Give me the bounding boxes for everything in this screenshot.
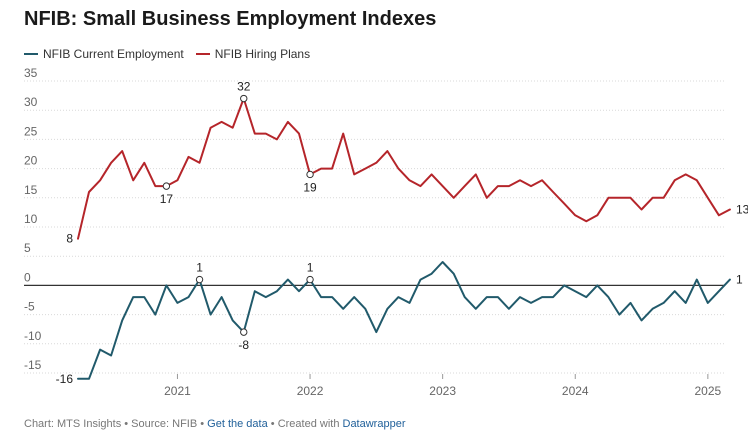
footer-separator: • [121,418,132,430]
datawrapper-link[interactable]: Datawrapper [342,418,406,430]
legend-item-current-employment: NFIB Current Employment [24,47,184,61]
data-label: 32 [237,80,251,94]
annotation-marker [306,275,314,284]
y-tick-label: -15 [24,358,42,372]
data-label: 17 [160,192,174,206]
annotation-marker [195,275,204,284]
data-label: 19 [303,180,317,194]
footer-separator: • [267,418,278,430]
x-tick-label: 2022 [297,384,324,398]
footer-separator: • [197,418,208,430]
footer-created-with: Created with [277,418,343,430]
legend-swatch-hiring-plans [195,53,210,55]
y-tick-label: -5 [24,300,35,314]
legend-label-hiring-plans: NFIB Hiring Plans [214,47,311,61]
data-label: -16 [56,372,74,386]
x-tick-label: 2023 [429,384,456,398]
x-tick-label: 2025 [694,384,721,398]
x-tick-label: 2021 [164,384,191,398]
legend-swatch-current-employment [24,53,38,55]
series-line-hiring [77,97,731,240]
data-label: 13 [736,202,748,216]
series-line-current [77,261,731,380]
footer-credit: Chart: MTS Insights [24,418,122,430]
data-label: 8 [66,232,73,246]
annotation-marker [162,182,171,190]
annotation-marker [240,328,248,336]
annotation-marker [306,170,314,179]
legend-label-current-employment: NFIB Current Employment [43,47,184,61]
data-label: 1 [307,261,314,275]
data-label: -8 [238,338,249,352]
y-tick-label: 25 [24,124,38,138]
annotation-marker [240,94,248,103]
y-tick-label: 20 [24,154,38,168]
chart-title: NFIB: Small Business Employment Indexes [24,8,437,30]
chart-legend: NFIB Current Employment NFIB Hiring Plan… [24,47,322,61]
data-label: 1 [196,261,203,275]
chart-footer: Chart: MTS Insights • Source: NFIB • Get… [24,418,405,430]
footer-source: Source: NFIB [131,418,198,430]
y-tick-label: 15 [24,183,38,197]
get-the-data-link[interactable]: Get the data [207,418,268,430]
x-tick-label: 2024 [562,384,589,398]
y-tick-label: 10 [24,212,38,226]
y-tick-label: 5 [24,241,31,255]
legend-item-hiring-plans: NFIB Hiring Plans [195,47,311,61]
y-tick-label: 30 [24,95,38,109]
y-tick-label: 35 [24,66,38,80]
y-tick-label: 0 [24,270,31,284]
y-tick-label: -10 [24,329,42,343]
data-label: 1 [736,273,743,287]
